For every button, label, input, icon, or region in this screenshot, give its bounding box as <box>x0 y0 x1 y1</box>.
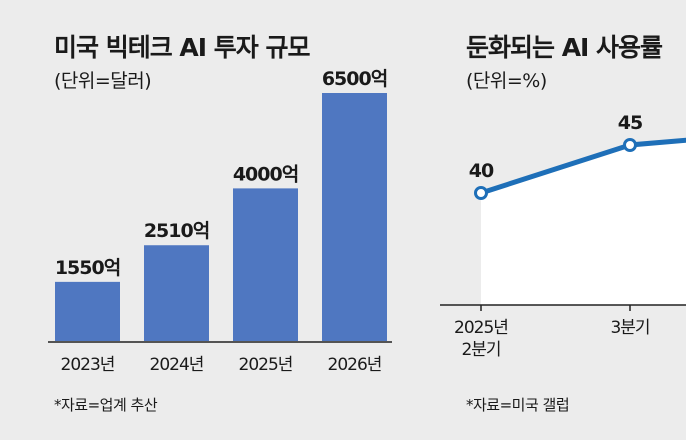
chart-title: 미국 빅테크 AI 투자 규모 <box>54 33 310 62</box>
unit-label: (단위=%) <box>466 70 547 92</box>
line-chart: 40 45 2025년 2분기 3분기 <box>440 112 686 360</box>
data-label: 4000억 <box>233 163 298 185</box>
bar <box>233 188 298 341</box>
data-label: 2510억 <box>144 220 209 242</box>
x-tick-label: 3분기 <box>610 318 649 338</box>
x-tick-label: 2026년 <box>328 355 382 375</box>
data-label: 45 <box>618 112 642 134</box>
investment-chart-panel: 미국 빅테크 AI 투자 규모 (단위=달러) 1550억 2023년 2510억 2… <box>48 33 392 414</box>
chart-title: 둔화되는 AI 사용률 <box>466 33 663 62</box>
area-fill <box>481 140 686 305</box>
data-point <box>474 186 488 200</box>
x-tick-label: 2025년 <box>239 355 293 375</box>
source-note: *자료=미국 갤럽 <box>466 396 570 414</box>
bar <box>55 281 120 341</box>
data-label: 40 <box>469 160 494 182</box>
bar <box>144 245 209 341</box>
source-note: *자료=업계 추산 <box>54 396 158 414</box>
data-point <box>623 138 637 152</box>
usage-chart-panel: 둔화되는 AI 사용률 (단위=%) 40 45 2025년 2분기 3분기 *자료=미… <box>440 0 686 440</box>
x-tick-label: 2023년 <box>61 355 115 375</box>
x-tick-label: 2025년 2분기 <box>454 318 508 360</box>
data-label: 6500억 <box>322 68 387 90</box>
bar <box>322 93 387 341</box>
unit-label: (단위=달러) <box>54 70 152 92</box>
data-label: 1550억 <box>55 257 120 279</box>
x-tick-label: 2024년 <box>150 355 204 375</box>
bar-chart: 1550억 2023년 2510억 2024년 4000억 2025년 6500억 2026년 <box>48 68 392 375</box>
